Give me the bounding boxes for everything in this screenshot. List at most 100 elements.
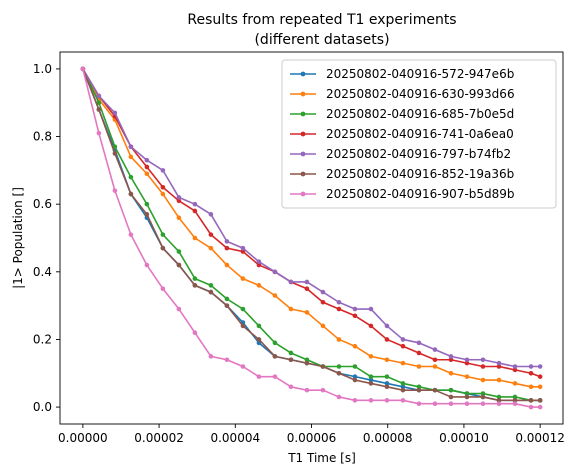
data-point xyxy=(384,398,390,403)
x-axis: 0.00000 0.00002 0.00004 0.00006 0.00008 0.000… xyxy=(58,424,565,445)
data-point xyxy=(160,191,166,197)
data-point xyxy=(537,364,543,369)
data-point xyxy=(400,381,406,386)
data-point xyxy=(224,303,230,308)
data-point xyxy=(496,398,502,403)
data-point xyxy=(464,401,470,407)
data-point xyxy=(192,276,198,281)
data-point xyxy=(368,323,374,329)
data-point xyxy=(320,364,326,369)
y-tick-label: 0.0 xyxy=(33,400,52,414)
y-tick-label: 0.2 xyxy=(33,332,52,346)
legend-item: 20250802-040916-907-b5d89b xyxy=(290,187,515,201)
legend-item: 20250802-040916-741-0a6ea0 xyxy=(290,127,514,141)
x-axis-label: T1 Time [s] xyxy=(287,451,356,465)
data-point xyxy=(208,354,214,359)
data-point xyxy=(496,377,502,383)
x-tick-label: 0.00002 xyxy=(134,431,184,445)
data-point xyxy=(528,384,534,390)
data-point xyxy=(80,66,86,72)
data-point xyxy=(448,387,454,393)
data-point xyxy=(464,360,470,366)
data-point xyxy=(528,364,534,369)
data-point xyxy=(288,350,294,356)
x-tick-label: 0.00004 xyxy=(210,431,260,445)
legend-marker xyxy=(300,131,306,137)
data-point xyxy=(368,374,374,379)
series-line xyxy=(82,68,541,402)
data-point xyxy=(224,239,230,244)
y-tick-label: 0.4 xyxy=(33,265,52,279)
data-point xyxy=(352,377,358,383)
series-line xyxy=(82,68,541,408)
data-point xyxy=(464,357,470,363)
data-point xyxy=(144,262,150,268)
data-point xyxy=(304,387,310,393)
data-point xyxy=(384,337,390,342)
data-point xyxy=(192,201,198,207)
y-axis-label: |1> Population [] xyxy=(11,187,25,289)
data-point xyxy=(480,401,486,407)
data-point xyxy=(272,293,278,298)
series-2 xyxy=(80,66,543,390)
data-point xyxy=(144,164,150,170)
data-point xyxy=(112,144,118,149)
x-tick-label: 0.00012 xyxy=(515,431,565,445)
data-point xyxy=(208,212,214,217)
data-point xyxy=(208,232,214,237)
data-point xyxy=(480,377,486,383)
data-point xyxy=(416,364,422,369)
data-point xyxy=(240,364,246,369)
data-point xyxy=(112,151,118,156)
data-point xyxy=(128,144,134,149)
data-point xyxy=(160,184,166,190)
legend-item: 20250802-040916-630-993d66 xyxy=(290,87,515,101)
data-point xyxy=(432,357,438,363)
data-point xyxy=(352,374,358,379)
data-point xyxy=(176,195,182,200)
data-point xyxy=(192,330,198,335)
legend-label: 20250802-040916-741-0a6ea0 xyxy=(326,127,514,141)
series-line xyxy=(82,68,541,388)
data-point xyxy=(528,404,534,410)
legend-marker xyxy=(300,71,306,77)
data-point xyxy=(160,286,166,292)
x-tick-label: 0.00000 xyxy=(58,431,108,445)
data-point xyxy=(240,323,246,329)
data-point xyxy=(288,279,294,285)
chart-title-line-1: Results from repeated T1 experiments xyxy=(187,12,456,28)
data-point xyxy=(320,289,326,295)
legend-label: 20250802-040916-797-b74fb2 xyxy=(326,147,511,161)
data-point xyxy=(400,337,406,342)
data-point xyxy=(448,357,454,363)
data-point xyxy=(352,343,358,349)
data-point xyxy=(336,299,342,305)
legend-label: 20250802-040916-685-7b0e5d xyxy=(326,107,514,121)
data-point xyxy=(400,398,406,403)
legend-item: 20250802-040916-572-947e6b xyxy=(290,67,514,81)
data-point xyxy=(240,306,246,312)
data-point xyxy=(464,374,470,379)
data-point xyxy=(537,384,543,390)
data-point xyxy=(112,188,118,193)
series-6 xyxy=(80,66,543,403)
data-point xyxy=(512,398,518,403)
data-point xyxy=(480,357,486,363)
data-point xyxy=(272,374,278,379)
data-point xyxy=(416,350,422,356)
data-point xyxy=(112,110,118,116)
data-point xyxy=(96,93,102,99)
data-point xyxy=(240,245,246,251)
x-tick-label: 0.00010 xyxy=(439,431,489,445)
data-point xyxy=(304,357,310,363)
data-point xyxy=(256,337,262,342)
data-point xyxy=(144,157,150,163)
series-line xyxy=(82,68,541,402)
data-point xyxy=(128,232,134,237)
data-point xyxy=(432,364,438,369)
legend-label: 20250802-040916-907-b5d89b xyxy=(326,187,515,201)
data-point xyxy=(496,394,502,400)
data-point xyxy=(448,354,454,359)
data-point xyxy=(512,381,518,386)
legend: 20250802-040916-572-947e6b 20250802-04091… xyxy=(281,59,557,209)
